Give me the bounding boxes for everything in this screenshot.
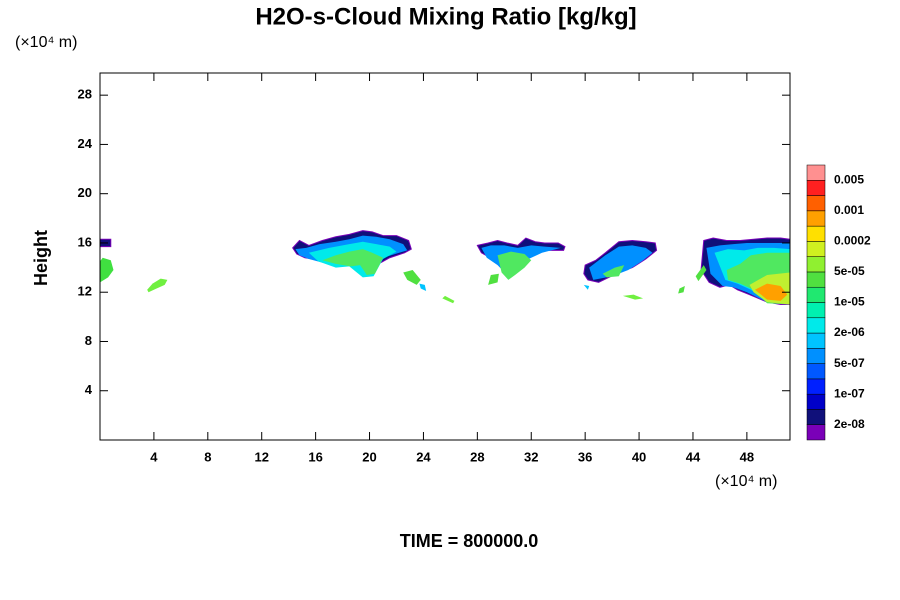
colorbar-swatch [806,241,826,257]
colorbar-swatch [806,164,826,181]
y-tick-label: 24 [78,136,93,151]
cloud-contour [488,273,499,285]
colorbar-swatch [806,348,826,364]
colorbar-swatch [806,317,826,334]
x-tick-label: 28 [470,449,484,464]
cloud-contour [622,294,644,300]
x-tick-label: 32 [524,449,538,464]
x-tick-label: 20 [362,449,376,464]
cloud-contour [100,257,114,283]
cloud-contour [419,283,427,291]
cloud-contour [678,286,685,294]
colorbar-swatch [806,195,826,212]
y-tick-label: 16 [78,234,92,249]
y-tick-label: 28 [78,87,92,102]
x-tick-label: 24 [416,449,431,464]
chart-title: H2O-s-Cloud Mixing Ratio [kg/kg] [255,3,636,30]
cloud-contour [322,249,384,275]
cloud-contour [147,278,168,293]
x-tick-label: 8 [204,449,211,464]
cloud-contour [583,284,590,290]
colorbar-label: 2e-06 [834,325,865,339]
x-tick-label: 40 [632,449,646,464]
colorbar-label: 2e-08 [834,417,865,431]
colorbar-swatch [806,424,826,441]
colorbar-swatch [806,302,826,319]
plot-frame [99,72,791,441]
colorbar-swatch [806,286,826,303]
colorbar-label: 5e-07 [834,356,865,370]
y-axis-label: Height [31,230,51,286]
y-unit-label: (×10⁴ m) [15,34,77,51]
colorbar-swatch [806,271,826,288]
colorbar-label: 1e-05 [834,295,865,309]
y-tick-label: 20 [78,185,92,200]
y-tick-label: 8 [85,333,92,348]
colorbar-swatch [806,180,826,196]
x-tick-label: 16 [308,449,322,464]
time-label: TIME = 800000.0 [400,531,539,551]
colorbar-swatch [806,378,826,395]
colorbar-label: 0.001 [834,203,864,217]
y-tick-label: 4 [85,382,93,397]
contour-layer [100,230,790,306]
cloud-contour [695,265,707,282]
colorbar-swatch [806,332,826,349]
colorbar-label: 0.0002 [834,234,871,248]
cloud-contour [589,245,653,280]
cloud-contour [442,295,455,304]
cloud-contour [403,270,421,285]
x-tick-label: 36 [578,449,592,464]
x-tick-label: 4 [150,449,158,464]
x-tick-label: 12 [254,449,268,464]
cloud-contour [602,265,625,278]
cloud-contour [754,283,788,301]
x-unit-label: (×10⁴ m) [715,473,777,490]
x-tick-label: 48 [740,449,754,464]
colorbar-swatch [806,409,826,425]
colorbar-swatch [806,256,826,273]
colorbar-label: 1e-07 [834,386,865,400]
colorbar-swatch [806,363,826,380]
x-tick-label: 44 [686,449,701,464]
colorbar-label: 0.005 [834,172,864,186]
colorbar-swatch [806,393,826,410]
colorbar-swatch [806,210,826,227]
y-tick-label: 12 [78,284,92,299]
colorbar-swatch [806,225,826,242]
cloud-contour [497,251,532,280]
colorbar-label: 5e-05 [834,264,865,278]
